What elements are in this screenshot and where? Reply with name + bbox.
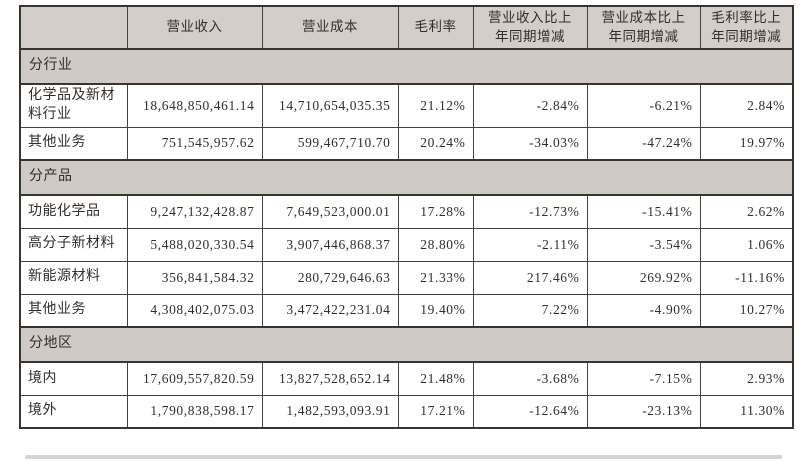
table-row-overseas: 境外 1,790,838,598.17 1,482,593,093.91 17.… [19,394,794,429]
header-margin: 毛利率 [397,5,474,50]
cell-cost: 3,907,446,868.37 [261,227,399,262]
cell-margin: 21.33% [397,260,474,295]
header-cost-yoy-line2: 年同期增减 [608,28,679,44]
cell-cost: 1,482,593,093.91 [261,394,399,429]
row-label: 其他业务 [19,126,128,161]
cell-margin-yoy: 11.30% [699,394,794,429]
cell-cost-yoy: -15.41% [586,194,701,229]
header-revenue-yoy-line2: 年同期增减 [495,28,565,44]
cell-cost: 13,827,528,652.14 [261,361,399,396]
row-label: 其他业务 [19,293,128,328]
cell-cost-yoy: -4.90% [586,293,701,328]
header-cost-yoy: 营业成本比上 年同期增减 [586,5,701,50]
section-title: 分行业 [19,48,794,85]
cell-margin: 17.28% [397,194,474,229]
cell-margin: 19.40% [397,293,474,328]
header-corner-cell [19,5,128,50]
table-row-other-product: 其他业务 4,308,402,075.03 3,472,422,231.04 1… [19,293,794,328]
header-revenue-yoy: 营业收入比上 年同期增减 [472,5,588,50]
cell-margin-yoy: 2.62% [699,194,794,229]
cell-margin: 21.12% [397,83,474,128]
cell-cost-yoy: 269.92% [586,260,701,295]
cell-cost: 599,467,710.70 [261,126,399,161]
next-section-cutoff-strip [25,455,782,459]
cell-revenue-yoy: 217.46% [472,260,588,295]
cell-revenue-yoy: 7.22% [472,293,588,328]
header-revenue-yoy-line1: 营业收入比上 [488,10,572,26]
row-label: 化学品及新材料行业 [19,83,128,128]
row-label: 功能化学品 [19,194,128,229]
cell-cost-yoy: -47.24% [586,126,701,161]
cell-cost-yoy: -23.13% [586,394,701,429]
section-row-by-industry: 分行业 [19,48,794,85]
cell-revenue-yoy: -3.68% [472,361,588,396]
header-cost-yoy-line1: 营业成本比上 [601,10,686,26]
table-row-chemicals: 化学品及新材料行业 18,648,850,461.14 14,710,654,0… [19,83,794,128]
table-row-other-industry: 其他业务 751,545,957.62 599,467,710.70 20.24… [19,126,794,161]
cell-revenue: 1,790,838,598.17 [126,394,263,429]
cell-margin-yoy: 2.84% [699,83,794,128]
cell-cost: 7,649,523,000.01 [261,194,399,229]
cell-cost: 14,710,654,035.35 [261,83,399,128]
cell-cost: 3,472,422,231.04 [261,293,399,328]
cell-cost: 280,729,646.63 [261,260,399,295]
cell-revenue: 17,609,557,820.59 [126,361,263,396]
cell-margin-yoy: 1.06% [699,227,794,262]
section-row-by-region: 分地区 [19,326,794,364]
row-label: 高分子新材料 [19,227,128,262]
cell-margin: 21.48% [397,361,474,396]
cell-margin: 17.21% [397,394,474,429]
row-label: 境外 [19,394,128,429]
table-row-domestic: 境内 17,609,557,820.59 13,827,528,652.14 2… [19,361,794,396]
cell-cost-yoy: -3.54% [586,227,701,262]
cell-revenue-yoy: -34.03% [472,126,588,161]
row-label: 新能源材料 [19,260,128,295]
cell-margin: 20.24% [397,126,474,161]
header-margin-yoy-line1: 毛利率比上 [711,10,782,26]
cell-revenue-yoy: -12.73% [472,194,588,229]
section-title: 分产品 [19,159,794,197]
header-cost: 营业成本 [261,5,399,50]
cell-cost-yoy: -7.15% [586,361,701,396]
cell-revenue-yoy: -2.84% [472,83,588,128]
cell-revenue: 5,488,020,330.54 [126,227,263,262]
cell-margin-yoy: 19.97% [699,126,794,161]
cell-margin: 28.80% [397,227,474,262]
header-revenue: 营业收入 [126,5,263,50]
table-row-polymer-materials: 高分子新材料 5,488,020,330.54 3,907,446,868.37… [19,227,794,262]
cell-cost-yoy: -6.21% [586,83,701,128]
cell-revenue: 18,648,850,461.14 [126,83,263,128]
cell-margin-yoy: 2.93% [699,361,794,396]
segment-revenue-table: 营业收入 营业成本 毛利率 营业收入比上 年同期增减 营业成本比上 年同期增减 … [19,5,794,430]
cell-margin-yoy: -11.16% [699,260,794,295]
header-margin-yoy: 毛利率比上 年同期增减 [699,5,794,50]
cell-revenue: 751,545,957.62 [126,126,263,161]
section-row-by-product: 分产品 [19,159,794,197]
table-row-new-energy-materials: 新能源材料 356,841,584.32 280,729,646.63 21.3… [19,260,794,295]
cell-margin-yoy: 10.27% [699,293,794,328]
cell-revenue: 9,247,132,428.87 [126,194,263,229]
table-row-functional-chemicals: 功能化学品 9,247,132,428.87 7,649,523,000.01 … [19,194,794,229]
header-margin-yoy-line2: 年同期增减 [711,28,782,44]
cell-revenue: 356,841,584.32 [126,260,263,295]
cell-revenue-yoy: -2.11% [472,227,588,262]
cell-revenue-yoy: -12.64% [472,394,588,429]
section-title: 分地区 [19,326,794,364]
table-header-row: 营业收入 营业成本 毛利率 营业收入比上 年同期增减 营业成本比上 年同期增减 … [19,5,794,50]
row-label: 境内 [19,361,128,396]
cell-revenue: 4,308,402,075.03 [126,293,263,328]
